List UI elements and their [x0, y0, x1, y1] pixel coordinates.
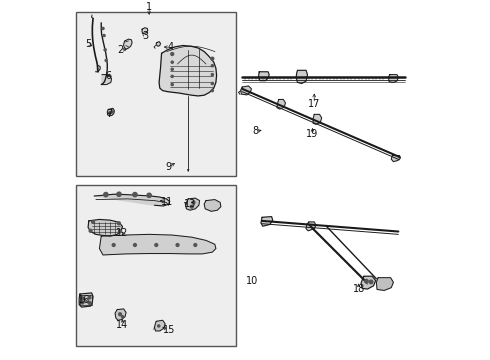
Polygon shape [159, 45, 217, 96]
Polygon shape [296, 70, 308, 84]
Circle shape [119, 230, 122, 233]
Bar [76, 185, 236, 346]
Text: 8: 8 [252, 126, 259, 136]
Polygon shape [88, 220, 122, 236]
Polygon shape [79, 293, 93, 307]
Text: 14: 14 [117, 320, 129, 330]
Circle shape [171, 84, 173, 86]
Polygon shape [376, 278, 393, 291]
Circle shape [190, 205, 193, 208]
Circle shape [176, 244, 179, 247]
Bar [80, 295, 92, 305]
Text: 13: 13 [184, 199, 196, 209]
Circle shape [119, 313, 122, 316]
Text: 9: 9 [166, 162, 171, 172]
Polygon shape [115, 309, 126, 320]
Circle shape [369, 280, 373, 284]
Polygon shape [94, 194, 170, 206]
Circle shape [158, 325, 160, 327]
Polygon shape [154, 320, 165, 331]
Circle shape [211, 57, 214, 60]
Circle shape [88, 301, 91, 304]
Text: 3: 3 [142, 31, 148, 41]
Polygon shape [99, 234, 216, 255]
Circle shape [81, 301, 84, 304]
Circle shape [103, 35, 105, 37]
Polygon shape [277, 99, 286, 109]
Text: 15: 15 [163, 325, 175, 335]
Polygon shape [107, 108, 114, 116]
Circle shape [105, 59, 107, 62]
Circle shape [117, 192, 121, 196]
Circle shape [109, 112, 111, 114]
Polygon shape [241, 86, 251, 95]
Circle shape [192, 201, 195, 204]
Circle shape [211, 82, 214, 85]
Text: 5: 5 [86, 40, 92, 49]
Circle shape [112, 244, 115, 247]
Circle shape [211, 90, 214, 92]
Text: 12: 12 [116, 228, 129, 238]
Circle shape [171, 61, 173, 63]
Text: 2: 2 [117, 45, 123, 55]
Polygon shape [96, 66, 100, 72]
Polygon shape [156, 42, 161, 46]
Circle shape [134, 244, 136, 247]
Circle shape [171, 53, 173, 55]
Text: 1: 1 [146, 2, 152, 12]
Circle shape [112, 111, 114, 113]
Circle shape [211, 73, 214, 76]
Polygon shape [361, 276, 376, 289]
Text: 4: 4 [168, 42, 173, 52]
Polygon shape [185, 198, 199, 210]
Text: 6: 6 [105, 71, 111, 81]
Circle shape [133, 193, 137, 197]
Text: 19: 19 [306, 129, 318, 139]
Circle shape [92, 221, 95, 223]
Polygon shape [306, 222, 316, 231]
Circle shape [104, 193, 108, 197]
Polygon shape [123, 39, 132, 49]
Circle shape [81, 297, 84, 300]
Circle shape [147, 193, 151, 197]
Circle shape [122, 316, 123, 318]
Polygon shape [102, 75, 112, 85]
Text: 10: 10 [246, 275, 258, 285]
Circle shape [194, 244, 196, 247]
Polygon shape [389, 75, 398, 82]
Text: 7: 7 [106, 109, 113, 119]
Circle shape [171, 75, 173, 77]
Polygon shape [261, 217, 273, 226]
Circle shape [118, 222, 121, 225]
Polygon shape [142, 28, 147, 33]
Bar [76, 13, 236, 176]
Circle shape [89, 229, 92, 232]
Polygon shape [391, 156, 400, 162]
Circle shape [104, 49, 106, 51]
Circle shape [88, 296, 91, 299]
Circle shape [171, 68, 173, 70]
Text: 16: 16 [78, 295, 91, 305]
Polygon shape [313, 114, 321, 124]
Circle shape [365, 279, 368, 283]
Circle shape [102, 27, 104, 30]
Circle shape [211, 65, 214, 67]
Text: 11: 11 [161, 197, 173, 207]
Text: 18: 18 [352, 284, 365, 294]
Circle shape [155, 244, 158, 247]
Polygon shape [259, 72, 269, 81]
Text: 17: 17 [308, 99, 320, 109]
Polygon shape [204, 199, 221, 211]
